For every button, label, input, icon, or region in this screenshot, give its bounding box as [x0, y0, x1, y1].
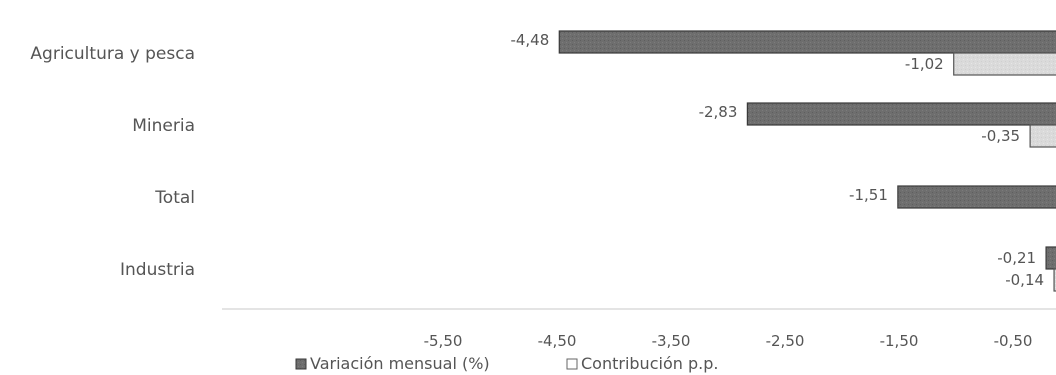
bar-contribucion — [1029, 124, 1056, 148]
legend-label: Variación mensual (%) — [310, 354, 490, 373]
bar-contribucion — [953, 52, 1056, 76]
x-tick-label: -3,50 — [652, 332, 691, 350]
data-label-variacion-mensual: -2,83 — [699, 103, 738, 121]
legend-item-variacion-mensual: Variación mensual (%) — [295, 354, 490, 373]
legend-swatch — [295, 358, 307, 370]
x-tick-label: -2,50 — [766, 332, 805, 350]
data-label-variacion-mensual: -0,21 — [997, 249, 1036, 267]
legend-item-contribucion: Contribución p.p. — [566, 354, 718, 373]
x-tick-label: -4,50 — [538, 332, 577, 350]
data-label-contribucion: -1,02 — [905, 55, 944, 73]
category-label: Mineria — [132, 116, 195, 136]
bar-variacion-mensual — [1045, 246, 1056, 270]
category-label: Total — [154, 188, 195, 208]
bar-variacion-mensual — [897, 185, 1056, 209]
category-label: Agricultura y pesca — [30, 44, 195, 64]
legend-swatch — [566, 358, 578, 370]
data-label-variacion-mensual: -1,51 — [849, 186, 888, 204]
data-label-contribucion: -0,35 — [981, 127, 1020, 145]
x-tick-label: -1,50 — [880, 332, 919, 350]
x-tick-label: -0,50 — [994, 332, 1033, 350]
data-label-contribucion: -0,14 — [1005, 271, 1044, 289]
data-label-variacion-mensual: -4,48 — [510, 31, 549, 49]
bar-variacion-mensual — [558, 30, 1056, 54]
legend-label: Contribución p.p. — [581, 354, 718, 373]
bar-contribucion — [1053, 268, 1056, 292]
bar-variacion-mensual — [746, 102, 1056, 126]
x-tick-label: -5,50 — [424, 332, 463, 350]
category-label: Industria — [120, 260, 195, 280]
